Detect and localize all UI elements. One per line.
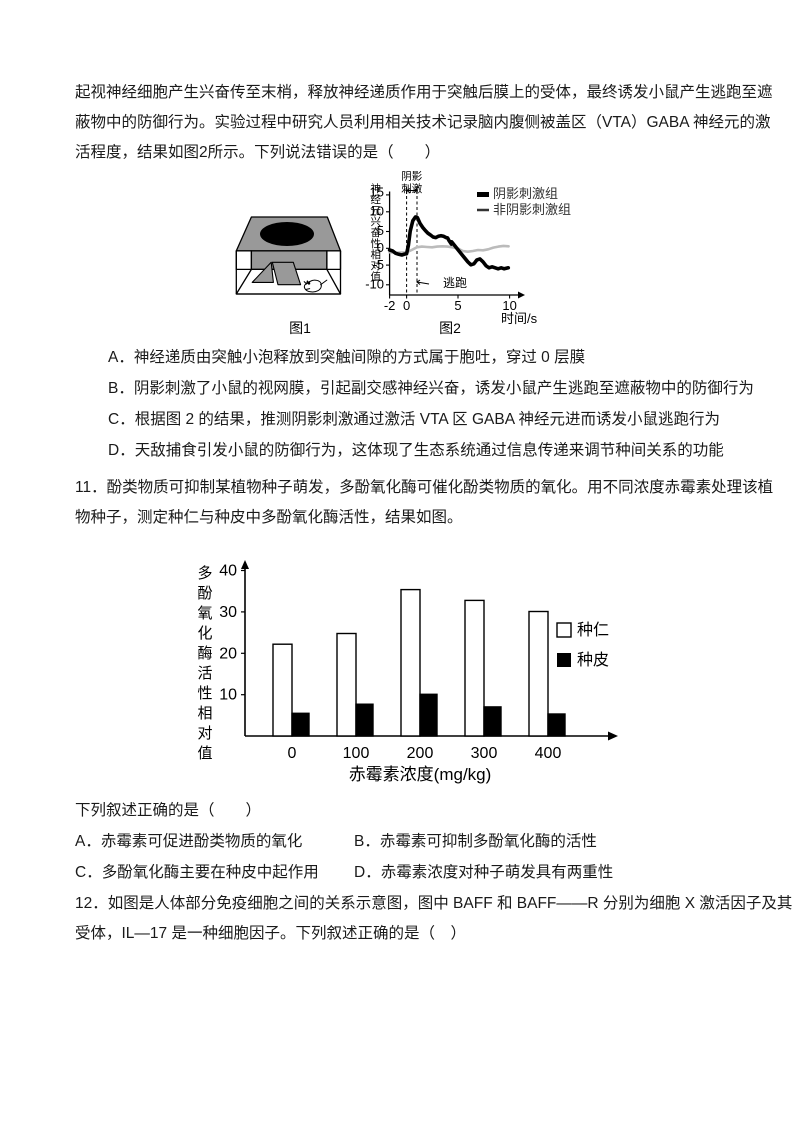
svg-text:种仁: 种仁 xyxy=(577,621,609,639)
svg-text:300: 300 xyxy=(471,745,498,762)
svg-text:5: 5 xyxy=(454,298,461,313)
svg-text:逃跑: 逃跑 xyxy=(443,276,467,290)
svg-text:阴影: 阴影 xyxy=(401,170,422,183)
svg-text:种皮: 种皮 xyxy=(577,651,609,669)
svg-text:化: 化 xyxy=(197,625,212,642)
svg-text:20: 20 xyxy=(219,645,237,662)
svg-text:0: 0 xyxy=(288,745,297,762)
svg-text:值: 值 xyxy=(197,745,212,762)
svg-text:性: 性 xyxy=(197,685,212,702)
svg-text:100: 100 xyxy=(343,745,370,762)
svg-text:40: 40 xyxy=(219,563,237,580)
svg-text:刺激: 刺激 xyxy=(401,182,422,195)
svg-text:-2: -2 xyxy=(384,298,396,313)
svg-text:酶: 酶 xyxy=(197,645,212,662)
svg-text:多: 多 xyxy=(197,565,212,582)
svg-text:400: 400 xyxy=(535,745,562,762)
svg-text:氧: 氧 xyxy=(197,605,212,622)
svg-text:30: 30 xyxy=(219,604,237,621)
svg-text:0: 0 xyxy=(403,298,410,313)
svg-text:阴影刺激组: 阴影刺激组 xyxy=(493,186,558,201)
svg-text:200: 200 xyxy=(407,745,434,762)
svg-text:酚: 酚 xyxy=(197,585,212,602)
svg-text:值: 值 xyxy=(370,270,381,283)
svg-text:10: 10 xyxy=(219,687,237,704)
svg-text:非阴影刺激组: 非阴影刺激组 xyxy=(493,202,571,217)
svg-text:时间/s: 时间/s xyxy=(501,311,538,326)
svg-text:对: 对 xyxy=(197,725,212,742)
svg-text:赤霉素浓度(mg/kg): 赤霉素浓度(mg/kg) xyxy=(349,765,492,784)
svg-text:相: 相 xyxy=(197,705,212,722)
svg-text:活: 活 xyxy=(197,665,212,682)
